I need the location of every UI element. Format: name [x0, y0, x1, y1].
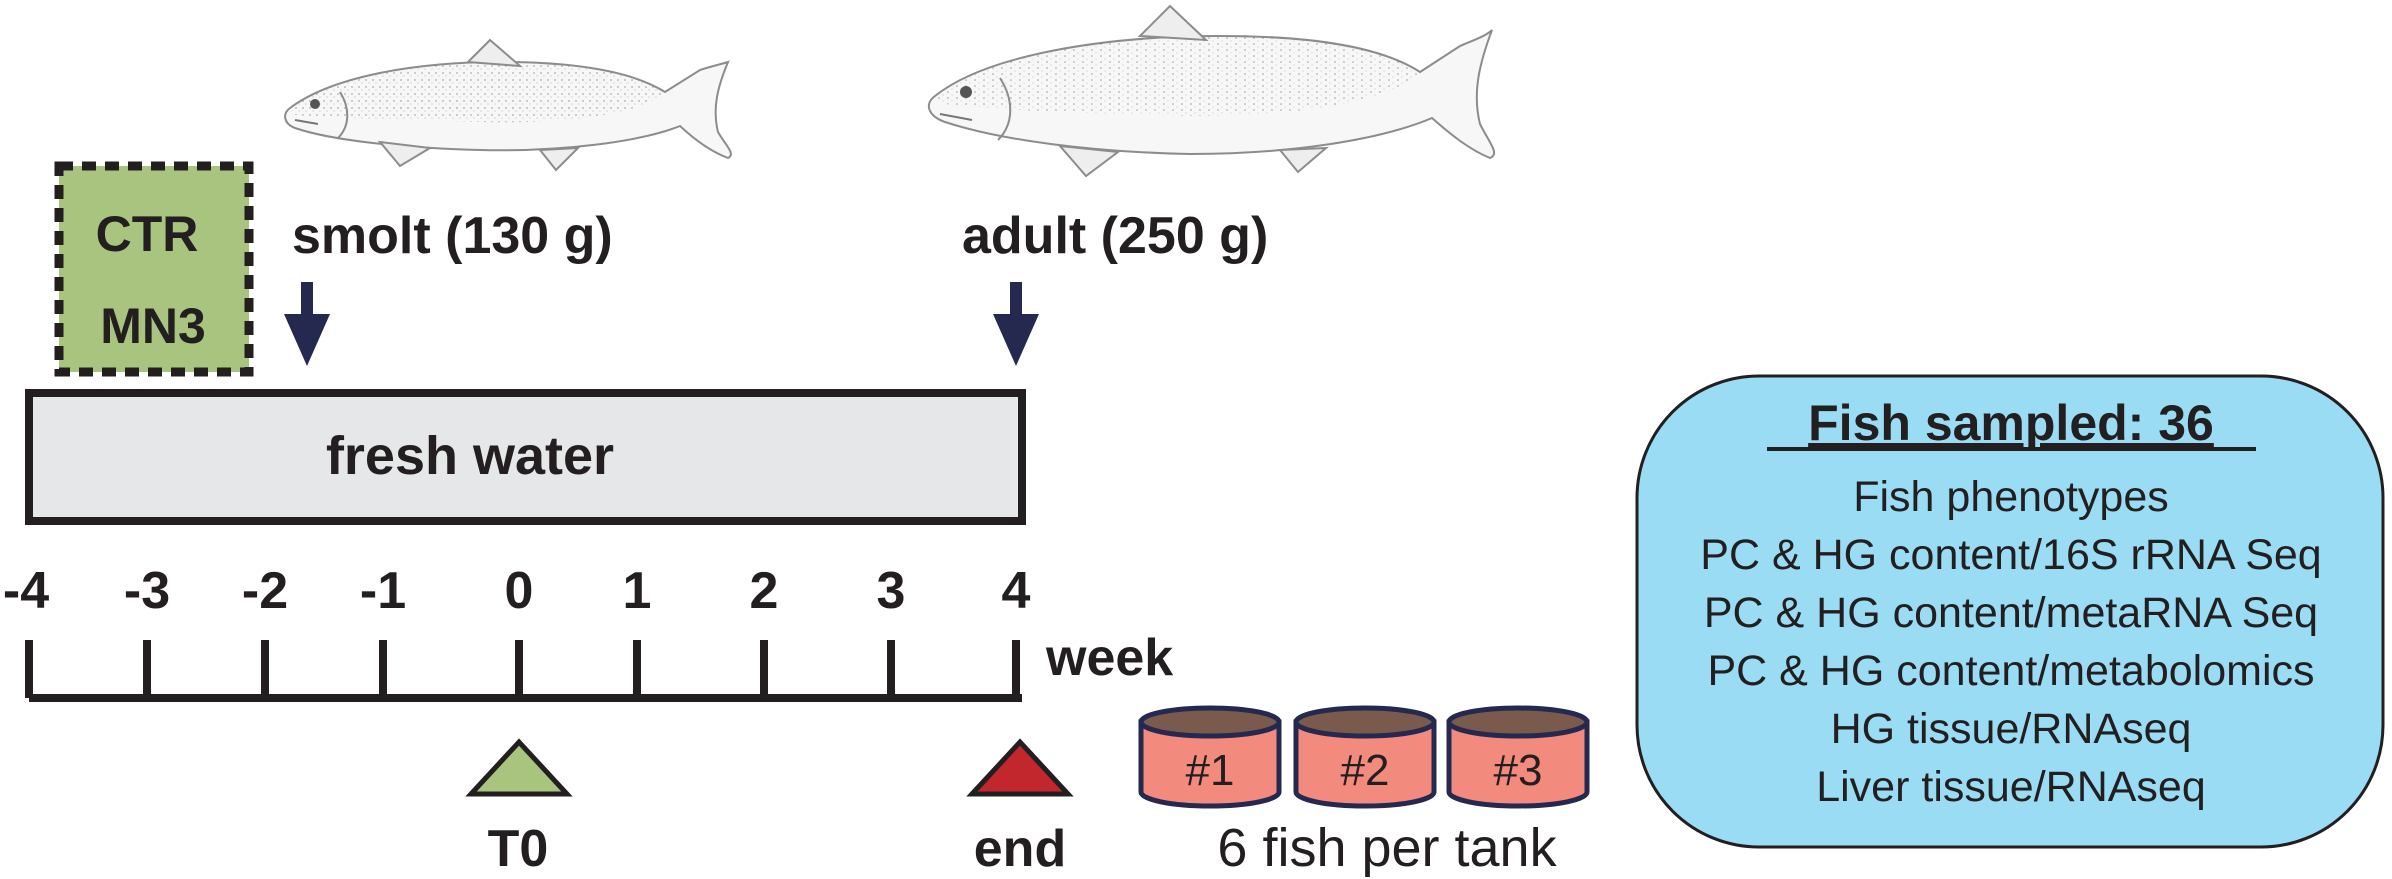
sampling-t0: T0	[465, 738, 573, 878]
tank: #3	[1446, 705, 1590, 809]
adult-stage-label: adult (250 g)	[962, 207, 1268, 265]
timeline-tick-label: 4	[1002, 562, 1031, 620]
diet-box: CTR MN3	[54, 161, 254, 377]
tank: #2	[1293, 705, 1437, 809]
smolt-arrow-icon	[284, 282, 330, 366]
tanks-caption: 6 fish per tank	[1217, 818, 1557, 878]
timeline-tick-label: -1	[360, 562, 406, 620]
sampling-end-label: end	[974, 820, 1066, 878]
tank-label: #3	[1494, 746, 1543, 795]
tank: #1	[1138, 705, 1282, 809]
timeline-tick-label: -3	[124, 562, 170, 620]
sample-item: HG tissue/RNAseq	[1831, 705, 2192, 753]
sampling-end: end	[966, 738, 1074, 878]
fish-sampled-title: Fish sampled: 36	[1808, 395, 2214, 451]
timeline-tick-label: 2	[750, 562, 779, 620]
fresh-water-bar: fresh water	[25, 389, 1026, 525]
timeline-tick-label: -4	[3, 562, 49, 620]
timeline-tick-label: 0	[505, 562, 534, 620]
sampling-t0-label: T0	[488, 820, 549, 878]
smolt-fish-illustration	[284, 38, 732, 172]
timeline-tick-label: 1	[623, 562, 652, 620]
week-timeline: -4 -3 -2 -1 0 1 2 3 4 week	[3, 562, 1173, 702]
diet-label-ctr: CTR	[96, 206, 199, 262]
timeline-unit-label: week	[1045, 629, 1173, 687]
tank-label: #1	[1186, 746, 1235, 795]
diet-label-mn3: MN3	[100, 298, 206, 354]
timeline-tick-label: 3	[877, 562, 906, 620]
fish-sampled-box: Fish sampled: 36 Fish phenotypes PC & HG …	[1635, 374, 2385, 849]
adult-arrow-icon	[993, 282, 1039, 366]
sample-item: Liver tissue/RNAseq	[1816, 763, 2206, 811]
tank-label: #2	[1341, 746, 1390, 795]
sample-item: Fish phenotypes	[1853, 473, 2169, 521]
adult-fish-illustration	[927, 4, 1496, 178]
sample-item: PC & HG content/metaRNA Seq	[1704, 589, 2318, 637]
fresh-water-label: fresh water	[326, 426, 614, 486]
smolt-stage-label: smolt (130 g)	[292, 207, 613, 265]
sample-item: PC & HG content/metabolomics	[1707, 647, 2314, 695]
sample-item: PC & HG content/16S rRNA Seq	[1700, 531, 2321, 579]
tanks: #1 #2 #3	[1138, 705, 1590, 809]
timeline-tick-label: -2	[242, 562, 288, 620]
